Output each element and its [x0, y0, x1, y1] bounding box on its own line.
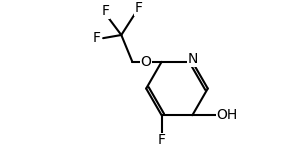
Text: F: F: [102, 4, 109, 18]
Text: OH: OH: [217, 108, 238, 122]
Text: F: F: [93, 31, 101, 45]
Text: N: N: [187, 52, 198, 66]
Text: F: F: [135, 1, 143, 15]
Text: O: O: [140, 55, 151, 69]
Text: F: F: [158, 133, 166, 147]
